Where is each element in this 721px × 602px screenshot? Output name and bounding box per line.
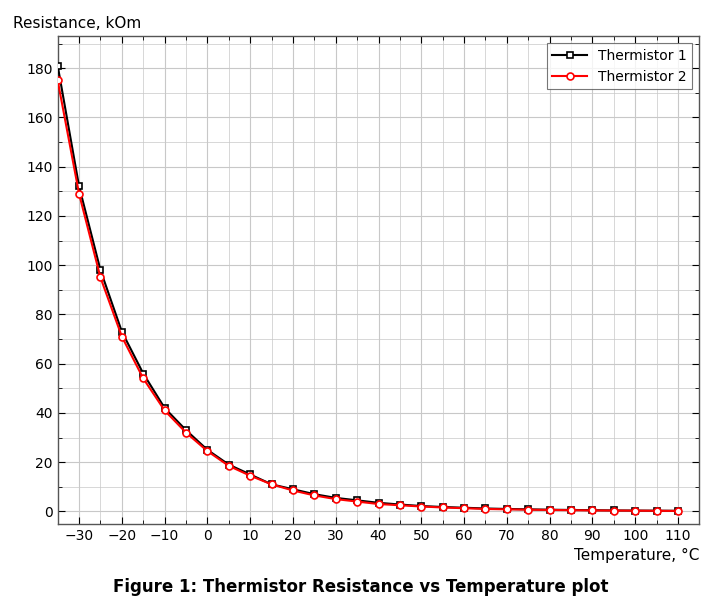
Thermistor 2	[503, 506, 511, 513]
Thermistor 1	[332, 494, 340, 501]
Thermistor 1	[118, 328, 126, 335]
Line: Thermistor 1: Thermistor 1	[54, 62, 681, 514]
Text: Resistance, kOm: Resistance, kOm	[13, 16, 141, 31]
Thermistor 2	[673, 507, 682, 515]
Thermistor 2	[653, 507, 661, 515]
Thermistor 1	[267, 481, 276, 488]
Thermistor 2	[631, 507, 640, 514]
Legend: Thermistor 1, Thermistor 2: Thermistor 1, Thermistor 2	[547, 43, 692, 89]
Thermistor 2	[396, 501, 404, 509]
Thermistor 1	[481, 505, 490, 512]
Thermistor 2	[609, 507, 618, 514]
Thermistor 1	[182, 427, 190, 434]
Thermistor 2	[310, 492, 319, 499]
Thermistor 1	[160, 405, 169, 412]
Thermistor 2	[53, 77, 62, 84]
Text: Figure 1: Thermistor Resistance vs Temperature plot: Figure 1: Thermistor Resistance vs Tempe…	[112, 578, 609, 596]
Thermistor 1	[96, 267, 105, 274]
Thermistor 1	[53, 62, 62, 69]
Thermistor 1	[609, 507, 618, 514]
Thermistor 1	[374, 499, 383, 506]
Thermistor 2	[160, 407, 169, 414]
Thermistor 1	[545, 506, 554, 514]
Thermistor 2	[567, 506, 575, 514]
Line: Thermistor 2: Thermistor 2	[54, 77, 681, 514]
Thermistor 1	[503, 505, 511, 512]
Thermistor 2	[417, 503, 425, 510]
Thermistor 2	[75, 190, 84, 197]
Thermistor 1	[75, 183, 84, 190]
Thermistor 1	[653, 507, 661, 514]
Thermistor 1	[203, 446, 212, 453]
Thermistor 2	[118, 333, 126, 340]
Thermistor 2	[545, 506, 554, 514]
Thermistor 1	[139, 370, 148, 377]
Thermistor 2	[460, 504, 469, 512]
X-axis label: Temperature, °C: Temperature, °C	[574, 548, 699, 563]
Thermistor 1	[310, 491, 319, 498]
Thermistor 2	[332, 495, 340, 503]
Thermistor 1	[567, 506, 575, 514]
Thermistor 1	[460, 504, 469, 511]
Thermistor 2	[524, 506, 533, 514]
Thermistor 1	[673, 507, 682, 515]
Thermistor 1	[631, 507, 640, 514]
Thermistor 2	[374, 500, 383, 507]
Thermistor 1	[288, 486, 297, 493]
Thermistor 1	[224, 461, 233, 468]
Thermistor 2	[224, 462, 233, 470]
Thermistor 2	[203, 447, 212, 455]
Thermistor 2	[267, 481, 276, 488]
Thermistor 1	[524, 506, 533, 513]
Thermistor 1	[246, 471, 255, 478]
Thermistor 1	[588, 506, 597, 514]
Thermistor 1	[417, 503, 425, 510]
Thermistor 2	[139, 375, 148, 382]
Thermistor 2	[353, 498, 361, 505]
Thermistor 2	[182, 429, 190, 436]
Thermistor 1	[396, 501, 404, 508]
Thermistor 1	[353, 497, 361, 504]
Thermistor 1	[438, 503, 447, 510]
Thermistor 2	[246, 472, 255, 479]
Thermistor 2	[481, 505, 490, 512]
Thermistor 2	[438, 504, 447, 511]
Thermistor 2	[288, 487, 297, 494]
Thermistor 2	[588, 507, 597, 514]
Thermistor 2	[96, 274, 105, 281]
